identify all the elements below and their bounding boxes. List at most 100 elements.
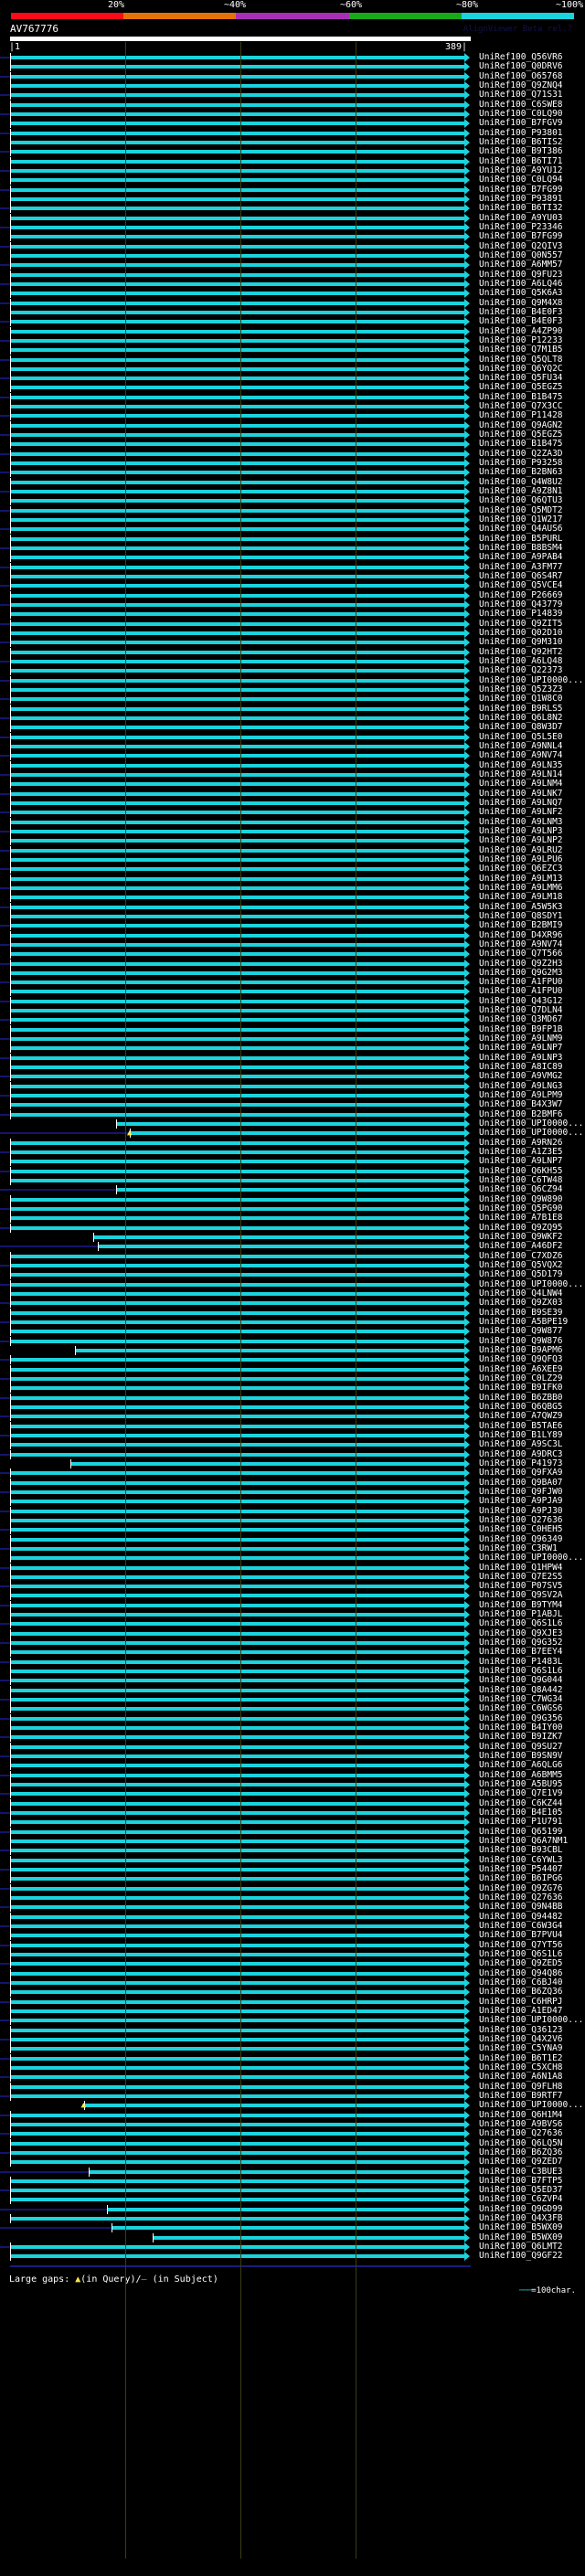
hsp-bar[interactable]: [11, 1405, 464, 1409]
hit-label[interactable]: UniRef100_A9LN35: [479, 759, 563, 770]
hit-label[interactable]: UniRef100_Q9ZIT5: [479, 618, 563, 629]
hsp-bar[interactable]: [11, 1764, 464, 1768]
hit-label[interactable]: UniRef100_P93258: [479, 458, 563, 469]
hsp-bar[interactable]: [11, 1169, 464, 1173]
hit-label[interactable]: UniRef100_Q4AUS6: [479, 524, 563, 535]
hit-label[interactable]: UniRef100_B4E0F3: [479, 306, 563, 317]
hit-label[interactable]: UniRef100_C3RW1: [479, 1542, 558, 1553]
hit-row[interactable]: UniRef100_B9SN9V: [0, 1751, 585, 1762]
hit-label[interactable]: UniRef100_Q1W8C0: [479, 694, 563, 705]
hit-row[interactable]: UniRef100_Q36123: [0, 2025, 585, 2035]
hsp-bar[interactable]: [11, 1895, 464, 1900]
hit-label[interactable]: UniRef100_B1LY89: [479, 1429, 563, 1440]
hsp-bar[interactable]: [11, 820, 464, 824]
hsp-bar[interactable]: [131, 1131, 464, 1136]
hsp-bar[interactable]: [11, 74, 464, 79]
hit-row[interactable]: UniRef100_Q6QTU3: [0, 495, 585, 506]
hit-row[interactable]: UniRef100_UPI0000...: [0, 675, 585, 685]
hsp-bar[interactable]: [11, 2019, 464, 2023]
hit-row[interactable]: UniRef100_P93891: [0, 194, 585, 204]
hsp-bar[interactable]: [11, 1934, 464, 1938]
hit-label[interactable]: UniRef100_B4E0F3: [479, 316, 563, 327]
hit-row[interactable]: UniRef100_A9LPU6: [0, 854, 585, 864]
hit-label[interactable]: UniRef100_Q6EZC3: [479, 864, 563, 875]
hsp-bar[interactable]: [11, 1480, 464, 1485]
hit-row[interactable]: UniRef100_Q9G352: [0, 1638, 585, 1648]
hsp-bar[interactable]: [11, 621, 464, 626]
hit-label[interactable]: UniRef100_Q6H1M4: [479, 2109, 563, 2120]
hsp-bar[interactable]: [11, 791, 464, 796]
hit-row[interactable]: UniRef100_Q6KH55: [0, 1166, 585, 1176]
hit-label[interactable]: UniRef100_B4X3W7: [479, 1099, 563, 1110]
hit-label[interactable]: UniRef100_Q9N4BB: [479, 1902, 563, 1913]
hsp-bar[interactable]: [11, 1065, 464, 1070]
hit-row[interactable]: UniRef100_B93CBL: [0, 1845, 585, 1856]
hit-row[interactable]: UniRef100_Q5D179: [0, 1269, 585, 1280]
hit-row[interactable]: UniRef100_Q7DLN4: [0, 1005, 585, 1016]
hsp-bar[interactable]: [11, 1565, 464, 1570]
hit-row[interactable]: UniRef100_A6XEE9: [0, 1364, 585, 1374]
hsp-bar[interactable]: [11, 2075, 464, 2080]
hit-row[interactable]: UniRef100_Q96349: [0, 1534, 585, 1544]
hit-label[interactable]: UniRef100_Q71S31: [479, 90, 563, 101]
hit-row[interactable]: UniRef100_P11428: [0, 410, 585, 421]
hit-row[interactable]: UniRef100_A9LPM9: [0, 1090, 585, 1101]
hit-row[interactable]: UniRef100_Q9BA07: [0, 1478, 585, 1488]
hit-label[interactable]: UniRef100_Q6S4R7: [479, 571, 563, 582]
hit-row[interactable]: UniRef100_Q94482: [0, 1912, 585, 1922]
hsp-bar[interactable]: [11, 423, 464, 428]
hit-label[interactable]: UniRef100_Q9W876: [479, 1335, 563, 1346]
hit-label[interactable]: UniRef100_B6ZQ36: [479, 1987, 563, 1998]
hit-label[interactable]: UniRef100_B8BSM4: [479, 543, 563, 554]
hit-label[interactable]: UniRef100_Q6LMT2: [479, 2242, 563, 2253]
hit-row[interactable]: UniRef100_C0HEH5: [0, 1524, 585, 1535]
hit-label[interactable]: UniRef100_Q7E2S5: [479, 1571, 563, 1582]
hsp-bar[interactable]: [93, 1235, 464, 1240]
hsp-bar[interactable]: [11, 1792, 464, 1797]
hit-row[interactable]: UniRef100_B2BMF6: [0, 1109, 585, 1119]
hit-row[interactable]: UniRef100_Q27636: [0, 1892, 585, 1903]
hsp-bar[interactable]: [11, 65, 464, 69]
hsp-bar[interactable]: [11, 102, 464, 107]
hit-label[interactable]: UniRef100_B9T386: [479, 146, 563, 157]
hit-row[interactable]: UniRef100_C3BUE3: [0, 2166, 585, 2177]
hit-row[interactable]: UniRef100_P1483L: [0, 1657, 585, 1667]
hsp-bar[interactable]: [11, 1631, 464, 1636]
hit-label[interactable]: UniRef100_B4E105: [479, 1807, 563, 1818]
hsp-bar[interactable]: [11, 1659, 464, 1664]
hit-label[interactable]: UniRef100_Q92HT2: [479, 646, 563, 657]
hsp-bar[interactable]: [89, 2169, 464, 2174]
hsp-bar[interactable]: [11, 1509, 464, 1513]
hsp-bar[interactable]: [11, 395, 464, 399]
hit-label[interactable]: UniRef100_Q02D10: [479, 628, 563, 639]
hit-label[interactable]: UniRef100_Q9QFQ3: [479, 1354, 563, 1365]
hsp-bar[interactable]: [11, 1952, 464, 1956]
hit-label[interactable]: UniRef100_A1Z3E5: [479, 1147, 563, 1158]
hit-label[interactable]: UniRef100_B9IFK0: [479, 1383, 563, 1394]
hit-row[interactable]: UniRef100_Q9QFQ3: [0, 1354, 585, 1365]
hit-label[interactable]: UniRef100_C3BUE3: [479, 2166, 563, 2177]
hit-row[interactable]: UniRef100_C7WG34: [0, 1694, 585, 1705]
hit-label[interactable]: UniRef100_Q5D179: [479, 1269, 563, 1280]
hit-row[interactable]: UniRef100_B4IY00: [0, 1723, 585, 1733]
hit-label[interactable]: UniRef100_A9NNL4: [479, 740, 563, 751]
hit-row[interactable]: UniRef100_Q0DRV6: [0, 61, 585, 72]
hsp-bar[interactable]: [11, 1160, 464, 1164]
hsp-bar[interactable]: [11, 2009, 464, 2013]
hit-row[interactable]: UniRef100_A9PJA9: [0, 1496, 585, 1507]
hit-label[interactable]: UniRef100_B7FG99: [479, 184, 563, 195]
hit-row[interactable]: UniRef100_Q6S1L6: [0, 1949, 585, 1959]
hsp-bar[interactable]: [11, 1924, 464, 1928]
hit-label[interactable]: UniRef100_A9LNM4: [479, 779, 563, 790]
hit-row[interactable]: UniRef100_Q5K6A3: [0, 288, 585, 299]
hit-label[interactable]: UniRef100_Q9G356: [479, 1712, 563, 1723]
hit-row[interactable]: UniRef100_A9YU03: [0, 213, 585, 223]
hit-label[interactable]: UniRef100_A9LNP7: [479, 1156, 563, 1167]
hit-label[interactable]: UniRef100_A9RN26: [479, 1137, 563, 1148]
hsp-bar[interactable]: [11, 461, 464, 466]
hsp-bar[interactable]: [11, 687, 464, 692]
hsp-bar[interactable]: [11, 876, 464, 881]
hit-label[interactable]: UniRef100_B5TAE6: [479, 1420, 563, 1431]
hit-label[interactable]: UniRef100_A9LNP3: [479, 1052, 563, 1063]
hit-row[interactable]: UniRef100_Q8W3D7: [0, 722, 585, 733]
